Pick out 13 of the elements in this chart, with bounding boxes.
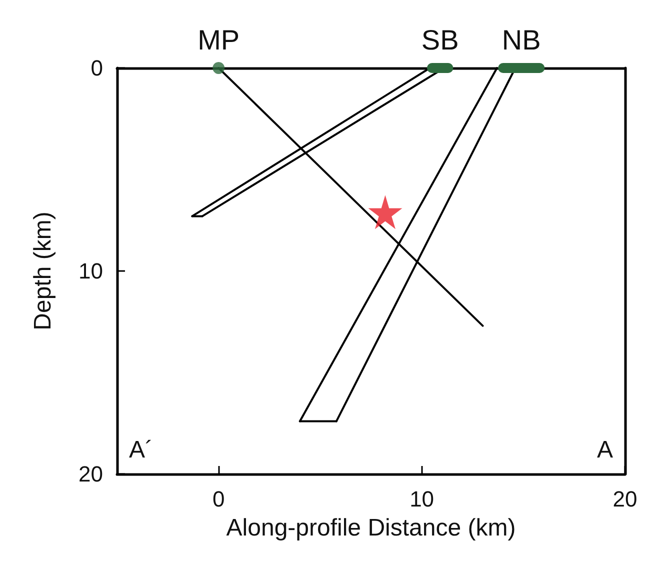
x-axis-title: Along-profile Distance (km) [226,514,516,542]
y-tick-label: 0 [90,56,103,80]
x-tick-label: 20 [612,486,638,512]
y-axis-title: Depth (km) [30,212,56,330]
annotation: MP [198,24,240,56]
annotation: SB [421,24,459,56]
annotation: NB [502,24,541,56]
x-tick-label: 0 [212,486,225,512]
annotation: A [596,436,613,464]
y-tick-label: 10 [78,258,103,284]
x-tick-label: 10 [410,486,434,512]
y-tick-label: 20 [78,462,103,486]
annotation: A´ [129,436,153,464]
